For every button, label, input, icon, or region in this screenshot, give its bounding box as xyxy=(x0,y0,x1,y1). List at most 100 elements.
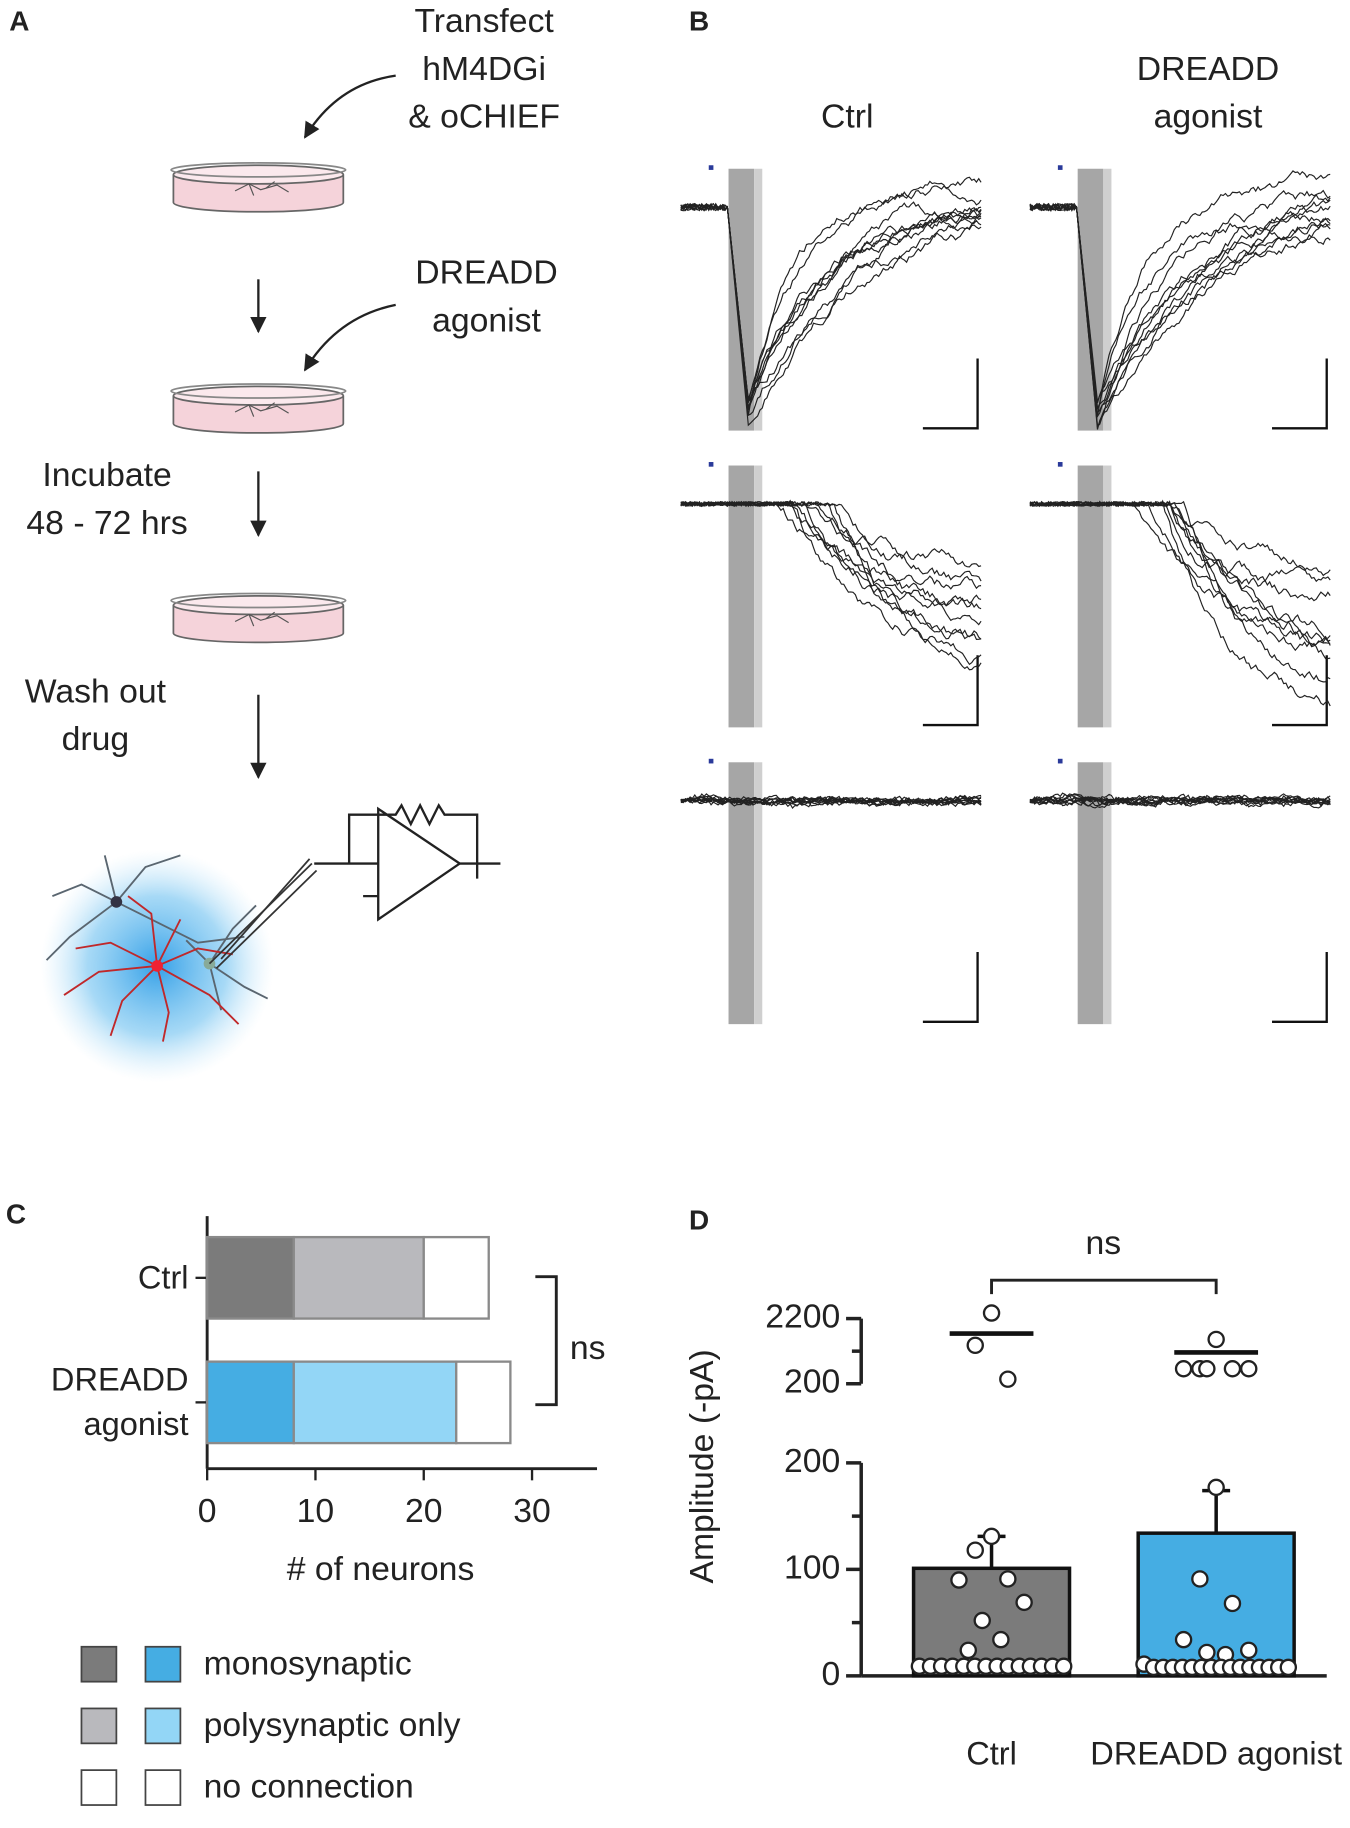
neuron-red xyxy=(63,895,240,1042)
soma xyxy=(151,960,163,972)
legend-label: monosynaptic xyxy=(204,1644,412,1682)
step-text: Wash out xyxy=(25,673,167,711)
traces xyxy=(680,165,1331,1025)
significance-bracket xyxy=(535,1275,558,1407)
panel-label: B xyxy=(689,6,709,37)
bar-segment xyxy=(292,1360,458,1445)
y-tick-label: 100 xyxy=(784,1548,840,1586)
stim-band xyxy=(728,465,755,728)
annotation: ns xyxy=(570,1329,606,1367)
error-bar xyxy=(1202,1488,1231,1534)
trace xyxy=(680,500,982,610)
trace xyxy=(1029,202,1331,415)
arrow xyxy=(303,303,396,372)
legend-swatch xyxy=(144,1645,182,1683)
legend-label: no connection xyxy=(204,1768,414,1806)
stim-band-light xyxy=(754,168,763,431)
bar xyxy=(1136,1531,1296,1678)
step-text: & oCHIEF xyxy=(408,98,560,136)
column-title: agonist xyxy=(1154,98,1263,136)
y-tick-label-box: DREADD agonist xyxy=(51,1362,189,1442)
trace xyxy=(680,501,982,626)
y-tick-label: 2200 xyxy=(765,1297,840,1335)
step-text: DREADD xyxy=(415,254,557,292)
trace xyxy=(1029,500,1331,640)
x-tick-label-box: Ctrl xyxy=(966,1735,1017,1772)
column-title: DREADD xyxy=(1137,50,1279,88)
neuron-recording xyxy=(40,802,501,1083)
trace xyxy=(680,202,982,427)
step-text: Transfect xyxy=(414,2,554,40)
trace xyxy=(680,501,982,582)
significance-bracket xyxy=(990,1278,1218,1295)
trace xyxy=(1029,500,1331,644)
column-title: Ctrl xyxy=(821,98,873,136)
stim-band xyxy=(1077,168,1104,431)
data-point-top xyxy=(999,1370,1017,1388)
y-axis-label: Amplitude (-pA) xyxy=(683,1349,721,1583)
data-point xyxy=(1015,1593,1033,1612)
data-point xyxy=(1223,1594,1242,1613)
data-point xyxy=(959,1641,978,1660)
data-point xyxy=(966,1541,984,1559)
y-tick-label: 200 xyxy=(784,1442,840,1480)
data-point-top xyxy=(1174,1360,1193,1378)
stim-band xyxy=(728,168,755,431)
trace xyxy=(1029,202,1331,428)
legend-label: polysynaptic only xyxy=(204,1706,461,1744)
trace xyxy=(1029,189,1331,430)
trace xyxy=(1029,500,1331,660)
stim-band-light xyxy=(1103,465,1112,728)
light-marker xyxy=(708,165,714,170)
legend-swatch xyxy=(80,1769,118,1806)
scale-bar xyxy=(922,358,979,430)
light-marker xyxy=(708,462,714,467)
data-point-top xyxy=(1207,1330,1225,1349)
trace xyxy=(1029,499,1331,707)
data-point xyxy=(1240,1641,1258,1660)
soma xyxy=(110,896,123,908)
data-point-top xyxy=(1240,1360,1258,1378)
trace xyxy=(1029,794,1331,807)
scale-bar xyxy=(922,951,979,1023)
trace xyxy=(680,794,982,806)
trace xyxy=(1029,203,1331,410)
annotation: ns xyxy=(1085,1224,1121,1262)
dish xyxy=(170,383,347,434)
bar-segment xyxy=(205,1235,295,1320)
arrow xyxy=(303,74,396,139)
step-text: agonist xyxy=(432,301,541,339)
bar-segment xyxy=(455,1360,512,1445)
data-point xyxy=(1174,1630,1193,1649)
panel-a-art xyxy=(250,74,396,780)
y-tick-label: Ctrl xyxy=(137,1259,189,1296)
data-point xyxy=(982,1527,1001,1546)
trace xyxy=(1029,500,1331,602)
stim-band-light xyxy=(1103,762,1112,1025)
stim-band-light xyxy=(1103,168,1112,431)
light-marker xyxy=(1057,165,1063,170)
trace xyxy=(680,176,982,416)
x-tick-label: 20 xyxy=(405,1492,443,1530)
legend-swatch xyxy=(144,1769,182,1806)
dish xyxy=(170,162,347,213)
trace xyxy=(680,500,982,640)
x-tick-label: Ctrl xyxy=(966,1735,1017,1772)
dish xyxy=(170,592,347,644)
scale-bar xyxy=(922,655,979,727)
x-tick-label: 10 xyxy=(297,1492,335,1530)
legend-swatch xyxy=(144,1707,182,1745)
trace xyxy=(1029,793,1331,807)
stim-band-light xyxy=(754,762,763,1025)
trace xyxy=(1029,500,1331,683)
stim-band xyxy=(1077,465,1104,728)
amplifier xyxy=(314,802,501,922)
step-text: hM4DGi xyxy=(422,50,546,88)
light-marker xyxy=(708,758,714,764)
y-tick-label: 0 xyxy=(821,1655,840,1693)
data-point xyxy=(1191,1570,1209,1588)
trace xyxy=(680,499,982,671)
legend-swatch xyxy=(80,1707,118,1745)
